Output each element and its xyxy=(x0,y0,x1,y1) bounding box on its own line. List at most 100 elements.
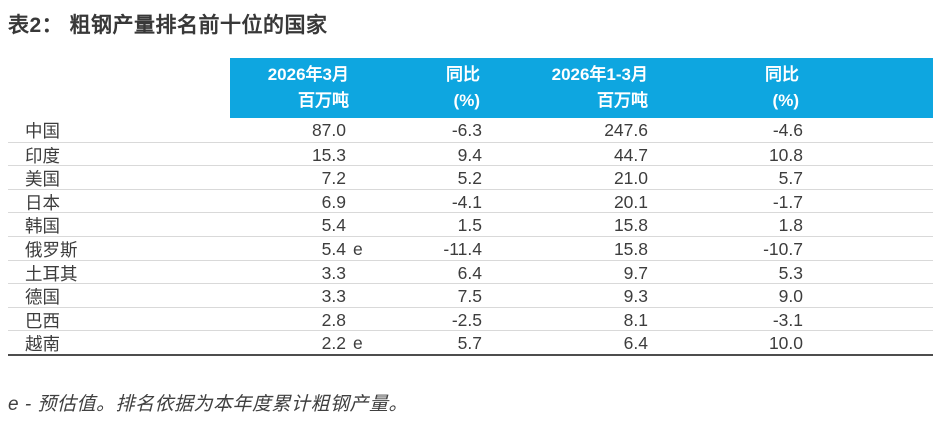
table-row: 越南 2.2 e 5.7 6.4 10.0 xyxy=(8,330,933,354)
ytd-yoy-value: 5.7 xyxy=(778,168,803,189)
estimate-flag xyxy=(346,168,376,189)
estimate-flag xyxy=(346,120,376,141)
ytd-yoy-value: -1.7 xyxy=(772,191,803,212)
ytd-yoy-value: 10.8 xyxy=(768,144,803,165)
header-march-yoy-line2: (%) xyxy=(453,91,480,110)
table-row: 土耳其 3.3 6.4 9.7 5.3 xyxy=(8,259,933,284)
ytd-production-value: 9.3 xyxy=(623,286,648,307)
ytd-production-value: 20.1 xyxy=(613,191,648,212)
table-row: 德国 3.3 7.5 9.3 9.0 xyxy=(8,283,933,307)
march-production-cell: 5.4 e xyxy=(230,239,376,260)
header-march-yoy-line1: 同比 xyxy=(446,65,480,84)
country-name: 巴西 xyxy=(25,310,60,331)
ytd-production-value: 15.8 xyxy=(613,215,648,236)
ytd-production-value: 247.6 xyxy=(604,120,648,140)
march-production-value: 5.4 xyxy=(321,238,346,259)
table-title: 表2： 粗钢产量排名前十位的国家 xyxy=(8,14,328,37)
estimate-flag: e xyxy=(353,333,363,354)
header-ytd-yoy-line2: (%) xyxy=(772,91,799,110)
header-ytd-line1: 2026年1-3月 xyxy=(551,65,648,84)
march-production-cell: 7.2 xyxy=(230,168,376,189)
march-yoy-value: -4.1 xyxy=(451,191,482,212)
march-production-cell: 2.8 xyxy=(230,310,376,331)
ytd-yoy-value: 10.0 xyxy=(768,333,803,354)
table-row: 中国 87.0 -6.3 247.6 -4.6 xyxy=(8,118,933,142)
ytd-production-value: 6.4 xyxy=(623,333,648,354)
header-ytd-yoy: 同比 (%) xyxy=(652,58,807,118)
march-production-cell: 2.2 e xyxy=(230,333,376,354)
march-production-cell: 3.3 xyxy=(230,286,376,307)
march-production-cell: 5.4 xyxy=(230,215,376,236)
ytd-yoy-value: -10.7 xyxy=(763,238,803,259)
table-row: 巴西 2.8 -2.5 8.1 -3.1 xyxy=(8,306,933,331)
report-table-page: 表2： 粗钢产量排名前十位的国家 2026年3月 百万吨 同比 (%) 2026… xyxy=(8,14,933,415)
table-row: 日本 6.9 -4.1 20.1 -1.7 xyxy=(8,188,933,213)
ytd-yoy-value: 5.3 xyxy=(778,262,803,283)
country-name: 韩国 xyxy=(25,216,60,237)
table-footnote: e - 预估值。排名依据为本年度累计粗钢产量。 xyxy=(8,393,408,415)
header-ytd-yoy-line1: 同比 xyxy=(765,65,799,84)
march-yoy-value: 9.4 xyxy=(457,144,482,165)
march-yoy-value: -6.3 xyxy=(451,120,482,140)
march-production-cell: 87.0 xyxy=(230,120,376,141)
country-name: 印度 xyxy=(25,145,60,166)
estimate-flag xyxy=(346,145,376,166)
march-yoy-value: 1.5 xyxy=(457,215,482,236)
header-march-line2: 百万吨 xyxy=(298,91,349,110)
estimate-flag: e xyxy=(353,238,363,259)
estimate-flag xyxy=(346,192,376,213)
march-production-value: 15.3 xyxy=(311,144,346,165)
table-body: 中国 87.0 -6.3 247.6 -4.6 印度 15.3 9.4 xyxy=(8,118,933,356)
march-production-value: 6.9 xyxy=(321,191,346,212)
crude-steel-table: 2026年3月 百万吨 同比 (%) 2026年1-3月 百万吨 同比 (%) … xyxy=(8,58,933,356)
march-production-cell: 6.9 xyxy=(230,192,376,213)
header-march-production: 2026年3月 百万吨 xyxy=(230,58,376,118)
estimate-flag xyxy=(346,286,376,307)
march-yoy-value: 6.4 xyxy=(457,262,482,283)
header-filler xyxy=(807,58,933,118)
estimate-flag xyxy=(346,215,376,236)
ytd-production-value: 21.0 xyxy=(613,168,648,189)
ytd-yoy-value: -4.6 xyxy=(772,120,803,140)
estimate-flag xyxy=(346,310,376,331)
ytd-yoy-value: 1.8 xyxy=(778,215,803,236)
march-yoy-value: 5.7 xyxy=(457,333,482,354)
country-name: 越南 xyxy=(25,334,60,355)
ytd-production-value: 44.7 xyxy=(613,144,648,165)
ytd-production-value: 15.8 xyxy=(613,238,648,259)
header-ytd-production: 2026年1-3月 百万吨 xyxy=(486,58,652,118)
march-yoy-value: 7.5 xyxy=(457,286,482,307)
table-header-row: 2026年3月 百万吨 同比 (%) 2026年1-3月 百万吨 同比 (%) xyxy=(8,58,933,118)
country-name: 日本 xyxy=(25,192,60,213)
header-country-spacer xyxy=(8,58,230,118)
country-name: 中国 xyxy=(25,121,60,141)
header-march-yoy: 同比 (%) xyxy=(376,58,486,118)
march-production-value: 2.2 xyxy=(321,333,346,354)
ytd-yoy-value: 9.0 xyxy=(778,286,803,307)
march-production-value: 5.4 xyxy=(321,215,346,236)
country-name: 土耳其 xyxy=(25,263,78,284)
march-production-value: 2.8 xyxy=(321,309,346,330)
table-row: 韩国 5.4 1.5 15.8 1.8 xyxy=(8,212,933,236)
table-row: 俄罗斯 5.4 e -11.4 15.8 -10.7 xyxy=(8,235,933,260)
ytd-yoy-value: -3.1 xyxy=(772,309,803,330)
ytd-production-value: 9.7 xyxy=(623,262,648,283)
march-yoy-value: -11.4 xyxy=(443,238,482,259)
header-march-line1: 2026年3月 xyxy=(267,65,349,84)
estimate-flag xyxy=(346,263,376,284)
march-yoy-value: -2.5 xyxy=(451,309,482,330)
march-production-value: 3.3 xyxy=(321,286,346,307)
march-production-value: 3.3 xyxy=(321,262,346,283)
country-name: 德国 xyxy=(25,287,60,308)
march-yoy-value: 5.2 xyxy=(457,168,482,189)
country-name: 美国 xyxy=(25,169,60,190)
march-production-value: 7.2 xyxy=(321,168,346,189)
march-production-value: 87.0 xyxy=(311,120,346,140)
ytd-production-value: 8.1 xyxy=(623,309,648,330)
header-ytd-line2: 百万吨 xyxy=(597,91,648,110)
table-row: 美国 7.2 5.2 21.0 5.7 xyxy=(8,165,933,189)
table-row: 印度 15.3 9.4 44.7 10.8 xyxy=(8,141,933,166)
march-production-cell: 15.3 xyxy=(230,145,376,166)
march-production-cell: 3.3 xyxy=(230,263,376,284)
country-name: 俄罗斯 xyxy=(25,239,78,260)
